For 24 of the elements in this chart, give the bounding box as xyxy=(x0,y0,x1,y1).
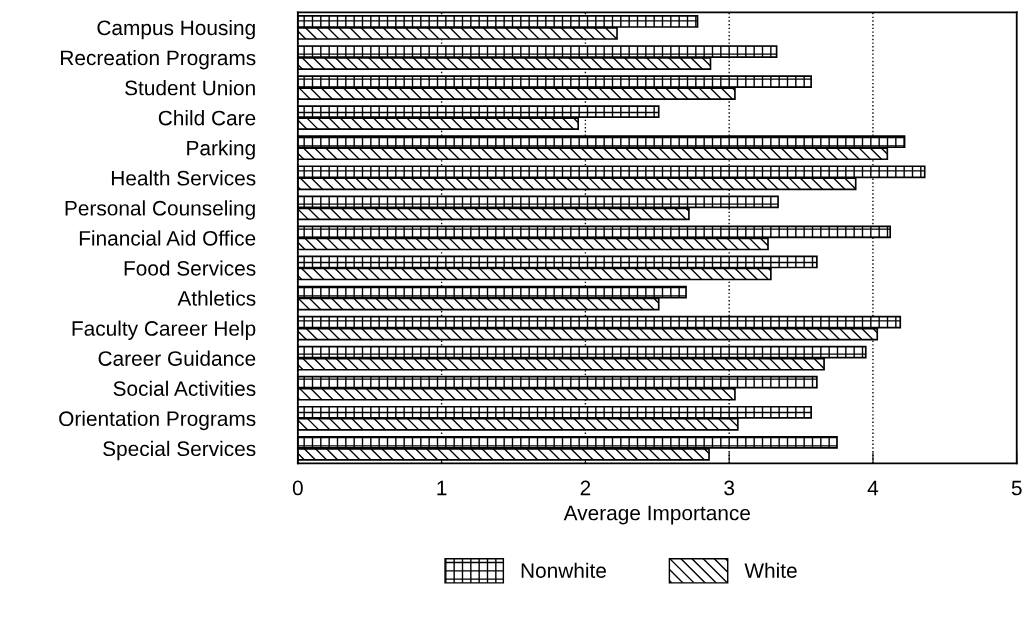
y-tick-label: Social Activities xyxy=(113,380,256,396)
x-tick-label: 5 xyxy=(1011,480,1022,496)
y-tick-label: Campus Housing xyxy=(97,19,255,40)
y-tick-label: Recreation Programs xyxy=(61,49,256,70)
y-tick-label: Food Services xyxy=(124,260,256,276)
y-tick-label: Financial Aid Office xyxy=(79,230,256,246)
y-tick-label: Personal Counseling xyxy=(65,200,255,220)
y-tick-label: Special Services xyxy=(103,440,256,461)
legend-label: Nonwhite xyxy=(521,562,606,578)
y-tick-label: Athletics xyxy=(177,290,256,306)
x-tick-label: 3 xyxy=(724,480,735,496)
x-tick-label: 0 xyxy=(292,480,303,496)
x-tick-label: 4 xyxy=(867,480,879,496)
y-tick-label: Orientation Programs xyxy=(59,410,256,431)
y-tick-label: Career Guidance xyxy=(98,350,256,366)
x-tick-label: 2 xyxy=(580,480,591,496)
y-tick-label: Parking xyxy=(187,140,255,160)
y-tick-label: Child Care xyxy=(158,110,256,126)
legend-label: White xyxy=(744,562,797,578)
y-tick-label: Student Union xyxy=(125,80,255,96)
y-tick-label: Health Services xyxy=(111,170,256,186)
x-tick-label: 1 xyxy=(437,480,447,496)
y-tick-label: Faculty Career Help xyxy=(72,320,256,340)
x-axis-title: Average Importance xyxy=(563,505,750,525)
